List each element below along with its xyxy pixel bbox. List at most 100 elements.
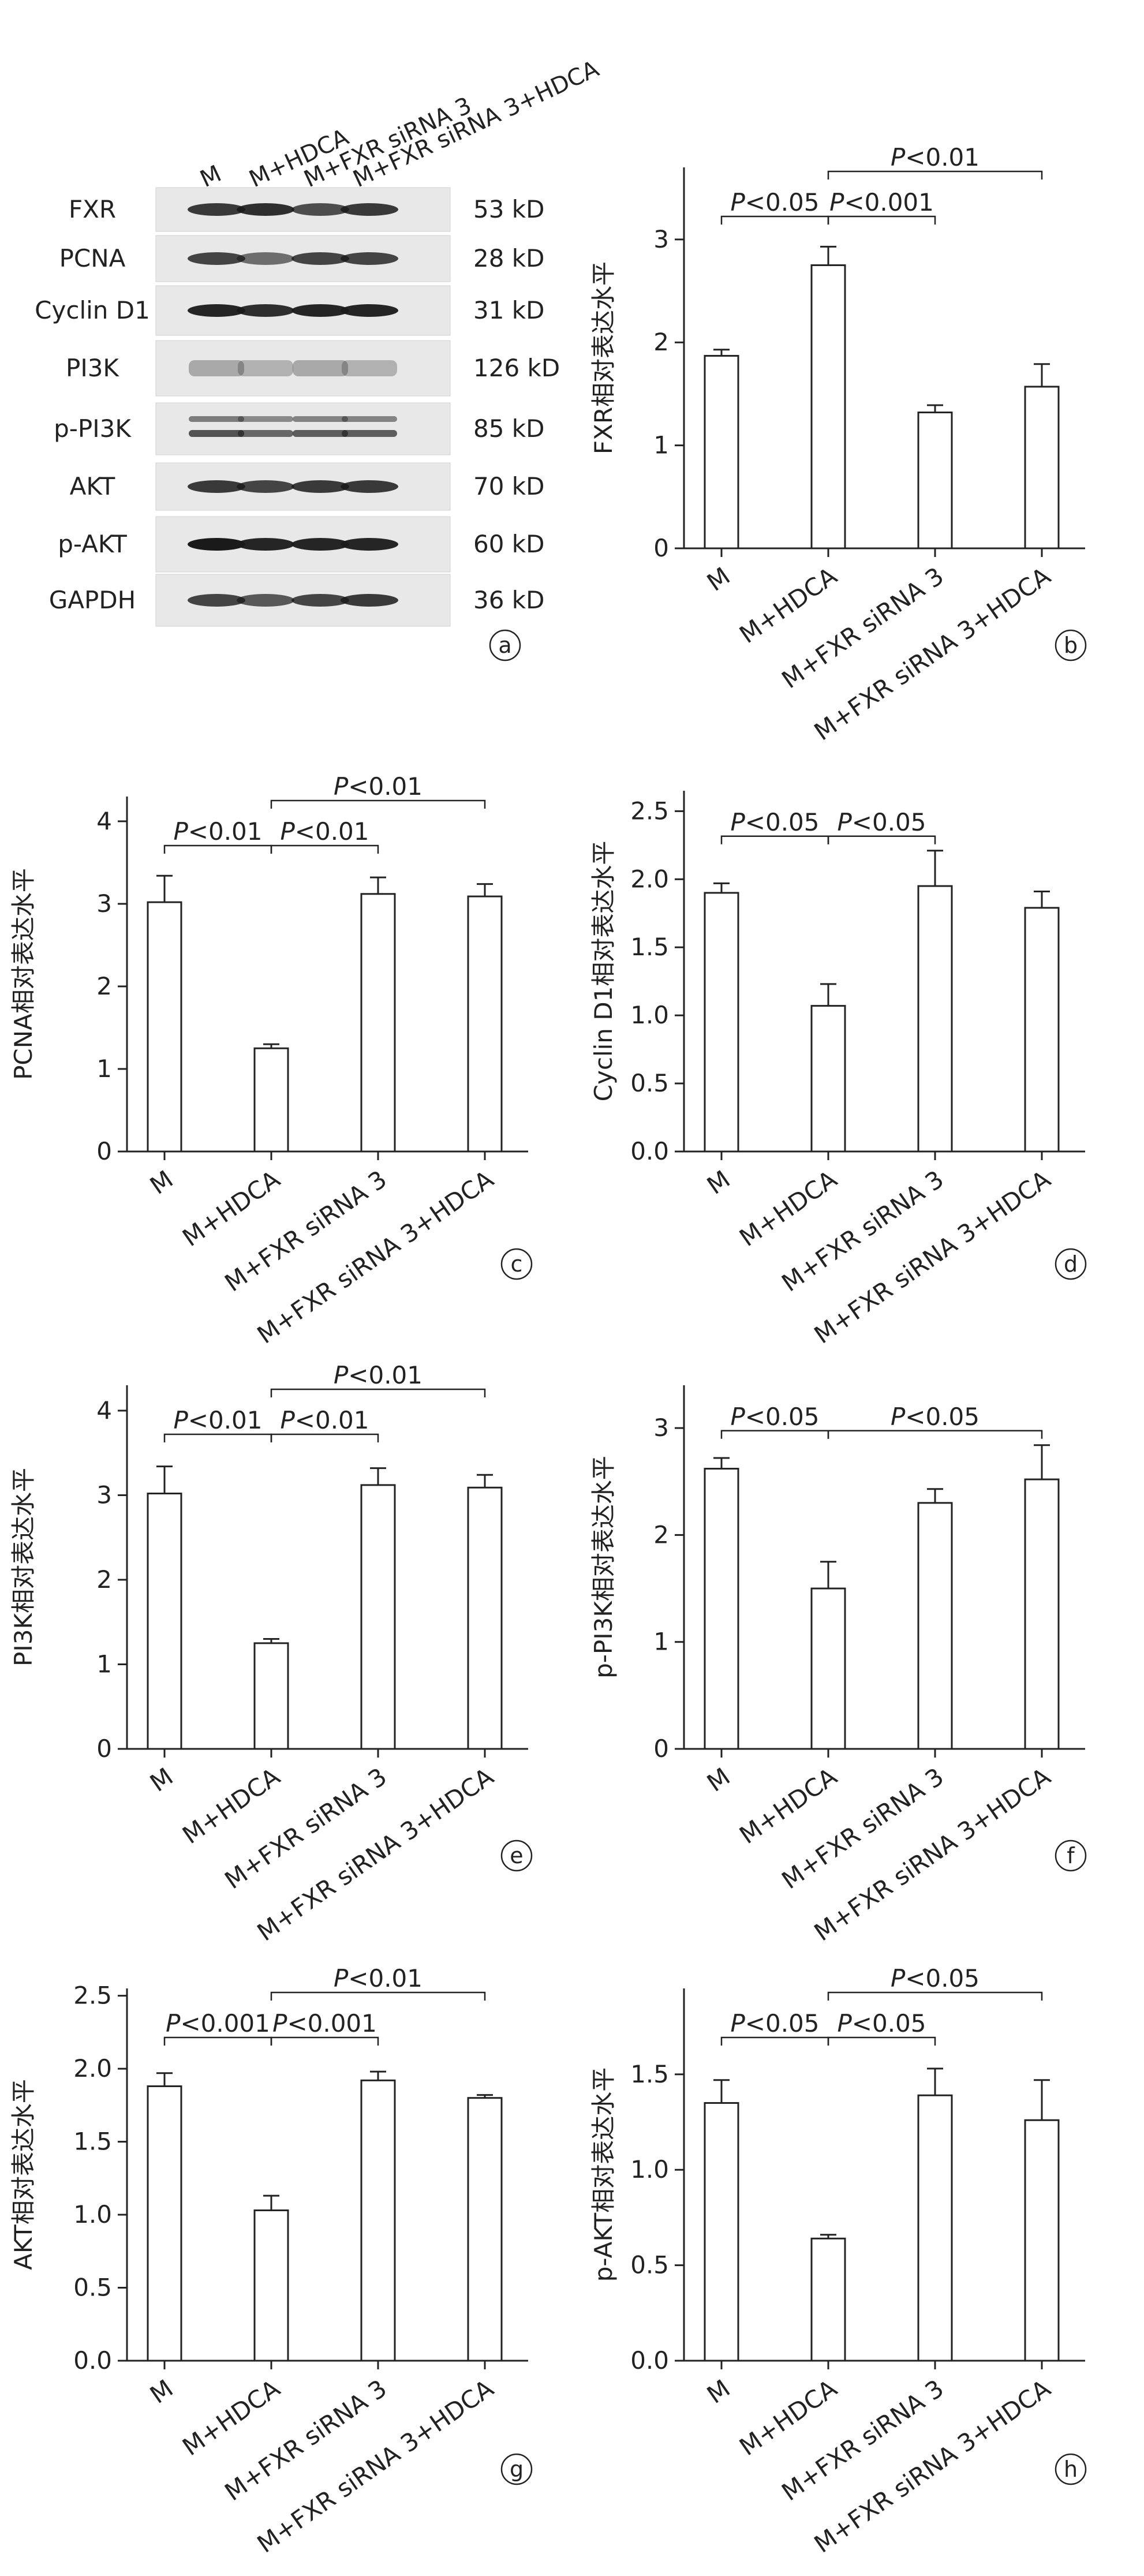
protein-band xyxy=(237,594,294,607)
bar xyxy=(1024,907,1060,1153)
significance-bracket xyxy=(163,844,272,854)
panel-letter: f xyxy=(1067,1843,1075,1868)
x-tick-label: M xyxy=(702,1165,735,1200)
panel-letter: b xyxy=(1064,633,1078,658)
significance-label: P<0.05 xyxy=(730,808,819,836)
y-tick-label: 0.0 xyxy=(630,1137,669,1165)
bar xyxy=(360,2079,396,2362)
significance-label: P<0.05 xyxy=(730,1403,819,1431)
significance-label: P<0.05 xyxy=(730,2009,819,2037)
bar xyxy=(810,264,846,549)
significance-label: P<0.01 xyxy=(173,817,262,846)
significance-bracket xyxy=(720,835,829,844)
protein-band xyxy=(342,360,397,376)
y-tick-label: 2 xyxy=(653,328,669,356)
significance-label: P<0.001 xyxy=(272,2009,377,2037)
bar xyxy=(917,885,953,1153)
protein-band xyxy=(291,304,349,317)
significance-bracket xyxy=(827,170,1043,180)
y-tick-label: 1 xyxy=(653,1628,669,1656)
y-tick-label: 1.5 xyxy=(630,933,669,961)
protein-band xyxy=(237,480,294,493)
y-tick-label: 2.0 xyxy=(630,865,669,893)
x-tick-label: M xyxy=(145,2374,178,2409)
significance-bracket xyxy=(720,215,829,225)
protein-band xyxy=(341,594,398,607)
bar xyxy=(917,412,953,549)
y-axis-label: p-AKT相对表达水平 xyxy=(589,2067,618,2282)
panel-letter: a xyxy=(498,633,511,658)
y-tick-label: 2.5 xyxy=(630,797,669,825)
y-tick-label: 0.5 xyxy=(630,1069,669,1097)
protein-label: p-AKT xyxy=(58,530,127,558)
protein-band xyxy=(341,480,398,493)
panel-letter: g xyxy=(510,2457,524,2482)
y-tick-label: 0 xyxy=(653,534,669,562)
molecular-weight-label: 126 kD xyxy=(473,354,560,382)
x-tick-label: M xyxy=(702,1762,735,1797)
protein-band xyxy=(341,252,398,265)
significance-label: P<0.05 xyxy=(891,1403,979,1431)
bar xyxy=(1024,2119,1060,2362)
panel-letter-circle xyxy=(1055,1248,1087,1280)
y-tick-label: 1.5 xyxy=(630,2060,669,2088)
y-tick-label: 1.5 xyxy=(73,2128,112,2156)
significance-bracket xyxy=(163,2036,272,2046)
protein-label: PI3K xyxy=(66,354,119,382)
protein-band xyxy=(238,416,293,422)
y-axis-label: AKT相对表达水平 xyxy=(9,2079,38,2270)
bar xyxy=(147,2085,182,2362)
bar xyxy=(467,895,503,1153)
x-tick-label: M xyxy=(702,2374,735,2409)
y-tick-label: 4 xyxy=(96,807,112,835)
bar xyxy=(467,2097,503,2362)
y-tick-label: 3 xyxy=(96,1480,112,1509)
significance-label: P<0.05 xyxy=(891,1964,979,1992)
molecular-weight-label: 60 kD xyxy=(473,530,544,558)
y-tick-label: 1 xyxy=(653,431,669,459)
protein-band xyxy=(341,538,398,551)
y-tick-label: 0.0 xyxy=(73,2346,112,2375)
protein-band xyxy=(291,594,349,607)
lane-label: M+FXR siRNA 3+HDCA xyxy=(349,55,603,193)
protein-band xyxy=(188,252,245,265)
bar xyxy=(704,354,739,549)
bar xyxy=(467,1486,503,1750)
significance-bracket xyxy=(720,1430,829,1439)
protein-band xyxy=(188,203,245,216)
bar xyxy=(810,1005,846,1153)
significance-label: P<0.01 xyxy=(280,817,369,846)
y-axis-label: PI3K相对表达水平 xyxy=(9,1468,38,1666)
significance-label: P<0.05 xyxy=(837,2009,926,2037)
y-tick-label: 0 xyxy=(653,1734,669,1763)
protein-band xyxy=(189,430,244,437)
protein-band xyxy=(237,252,294,265)
panel-letter-circle xyxy=(500,1248,533,1280)
x-tick-label: M xyxy=(702,562,735,597)
bar xyxy=(917,2094,953,2362)
molecular-weight-label: 53 kD xyxy=(473,195,544,223)
y-tick-label: 1 xyxy=(96,1650,112,1678)
bar xyxy=(810,1587,846,1750)
bar xyxy=(704,1468,739,1750)
panel-letter-circle xyxy=(1055,629,1087,661)
bar xyxy=(1024,386,1060,549)
protein-label: FXR xyxy=(69,195,116,223)
protein-band xyxy=(188,594,245,607)
protein-label: GAPDH xyxy=(49,586,136,614)
molecular-weight-label: 36 kD xyxy=(473,586,544,614)
significance-label: P<0.01 xyxy=(334,772,423,801)
protein-band xyxy=(291,480,349,493)
protein-band xyxy=(188,304,245,317)
panel-letter-circle xyxy=(489,629,521,661)
y-tick-label: 1.0 xyxy=(630,1001,669,1029)
panel-letter: c xyxy=(511,1251,523,1277)
protein-label: PCNA xyxy=(59,244,126,272)
y-tick-label: 2.0 xyxy=(73,2054,112,2083)
chart-panel-g: 0.00.51.01.52.02.5AKT相对表达水平MM+HDCAM+FXR … xyxy=(9,1964,533,2559)
y-tick-label: 3 xyxy=(653,225,669,253)
significance-bracket xyxy=(827,215,936,225)
